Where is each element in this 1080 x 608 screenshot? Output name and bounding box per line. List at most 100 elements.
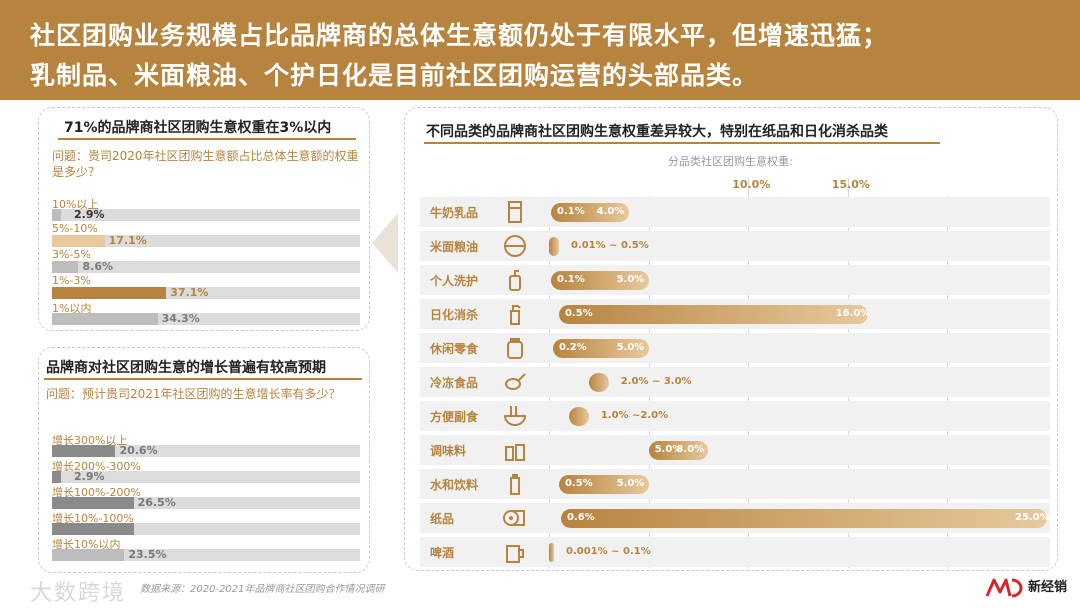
- bar-value-label: 23.5%: [128, 548, 167, 561]
- bar-category-label: 增长200%-300%: [52, 460, 141, 473]
- range-high-label: 25.0%: [1015, 512, 1050, 523]
- frozen-chicken-icon: [505, 373, 526, 390]
- category-panel-title: 不同品类的品牌商社区团购生意权重差异较大，特别在纸品和日化消杀品类: [420, 121, 894, 141]
- bar-fill: [52, 261, 79, 273]
- range-text-label: 0.01% ~ 0.5%: [570, 240, 649, 251]
- category-label: 方便副食: [430, 410, 479, 424]
- bar-category-label: 5%-10%: [52, 222, 98, 235]
- category-label: 纸品: [430, 512, 455, 526]
- growth-title-underline: [44, 378, 362, 380]
- bar-fill: [52, 523, 134, 535]
- category-row: [420, 537, 1050, 567]
- bar-row: 增长300%以上 20.6%: [52, 432, 360, 458]
- range-low-label: 0.2%: [558, 342, 587, 353]
- category-label: 啤酒: [430, 546, 455, 560]
- snack-jar-icon: [507, 338, 523, 359]
- range-low-label: 0.5%: [564, 478, 593, 489]
- bar-row: 3%-5% 8.6%: [52, 248, 360, 274]
- bar-track: [52, 261, 360, 273]
- connector-arrow: [372, 213, 398, 273]
- bar-row: 增长10%-100%: [52, 510, 360, 536]
- range-bar: [549, 543, 555, 562]
- range-bar: [552, 339, 649, 358]
- range-bar: [560, 509, 1047, 528]
- category-label: 冷冻食品: [430, 376, 479, 390]
- bar-track: [52, 549, 360, 561]
- bar-fill: [52, 209, 61, 221]
- category-axis-title: 分品类社区团购生意权重:: [668, 155, 793, 168]
- range-bar: [549, 237, 559, 256]
- bar-fill: [52, 471, 61, 483]
- axis-tick-label: 15.0%: [831, 178, 870, 191]
- bar-category-label: 1%以内: [52, 302, 92, 315]
- brand-logo-icon: [985, 578, 1023, 598]
- bar-category-label: 10%以上: [52, 198, 99, 211]
- bar-value-label: 8.6%: [82, 260, 113, 273]
- bar-value-label: 34.3%: [161, 312, 200, 325]
- range-low-label: 0.6%: [566, 512, 595, 523]
- category-title-underline: [424, 142, 940, 144]
- growth-panel: [38, 347, 370, 573]
- range-high-label: 5.0%: [616, 342, 645, 353]
- range-high-label: 8.0%: [676, 444, 705, 455]
- bar-fill: [52, 287, 167, 299]
- range-low-label: 0.1%: [556, 274, 585, 285]
- category-label: 牛奶乳品: [430, 206, 479, 220]
- bar-track: [52, 209, 360, 221]
- category-label: 日化消杀: [430, 308, 479, 322]
- watermark: 大数跨境: [30, 581, 127, 606]
- bar-value-label: 26.5%: [137, 496, 176, 509]
- range-low-label: 5.0%: [654, 444, 683, 455]
- category-label: 休闲零食: [430, 342, 479, 356]
- category-row: [420, 367, 1050, 397]
- range-bar: [648, 441, 709, 460]
- range-text-label: 0.001% ~ 0.1%: [566, 546, 651, 557]
- bar-row: 增长10%以内 23.5%: [52, 536, 360, 562]
- growth-panel-title: 品牌商对社区团购生意的增长普遍有较高预期: [40, 357, 332, 377]
- bar-value-label: 37.1%: [170, 286, 209, 299]
- category-row: [420, 333, 1050, 363]
- bar-value-label: 20.6%: [119, 444, 158, 457]
- bar-row: 增长200%-300% 2.9%: [52, 458, 360, 484]
- noodle-bowl-icon: [503, 406, 527, 426]
- range-bar: [558, 475, 649, 494]
- seasoning-bottles-icon: [505, 444, 525, 461]
- range-high-label: 5.0%: [616, 478, 645, 489]
- share-question: 问题：贵司2020年社区团购生意额占比总体生意额的权重是多少？: [52, 149, 359, 179]
- category-label: 米面粮油: [430, 240, 479, 254]
- bar-value-label: 2.9%: [74, 208, 105, 221]
- bar-fill: [52, 497, 134, 509]
- bar-fill: [52, 313, 158, 325]
- bar-track: [52, 471, 360, 483]
- source-note: 数据来源：2020-2021年品牌商社区团购合作情况调研: [140, 584, 385, 595]
- spray-bottle-icon: [510, 305, 521, 325]
- range-bar: [588, 373, 609, 392]
- brand-logo-text: 新经销: [1028, 580, 1068, 595]
- bar-row: 5%-10% 17.1%: [52, 222, 360, 248]
- range-bar: [550, 203, 629, 222]
- bar-value-label: 2.9%: [74, 470, 105, 483]
- bar-fill: [52, 445, 116, 457]
- rice-bowl-icon: [504, 235, 526, 257]
- share-panel-title: 71%的品牌商社区团购生意权重在3%以内: [58, 117, 338, 137]
- range-bar: [568, 407, 589, 426]
- share-title-underline: [58, 138, 356, 140]
- bar-row: 1%以内 34.3%: [52, 300, 360, 326]
- category-label: 调味料: [430, 444, 467, 458]
- header-banner: 社区团购业务规模占比品牌商的总体生意额仍处于有限水平，但增速迅猛； 乳制品、米面…: [0, 0, 1080, 100]
- range-low-label: 0.1%: [556, 206, 585, 217]
- range-low-label: 0.5%: [564, 308, 593, 319]
- beer-mug-icon: [506, 545, 524, 563]
- axis-tick-label: 10.0%: [732, 178, 771, 191]
- range-high-label: 4.0%: [596, 206, 625, 217]
- growth-question: 问题：预计贵司2021年社区团购的生意增长率有多少？: [46, 387, 341, 401]
- category-row: [420, 469, 1050, 499]
- bar-row: 增长100%-200% 26.5%: [52, 484, 360, 510]
- bar-category-label: 增长100%-200%: [52, 486, 141, 499]
- range-high-label: 16.0%: [835, 308, 871, 319]
- bar-category-label: 增长300%以上: [52, 434, 128, 447]
- range-text-label: 1.0% ~2.0%: [600, 410, 669, 421]
- pump-bottle-icon: [509, 270, 521, 291]
- category-label: 水和饮料: [430, 478, 479, 492]
- bar-fill: [52, 549, 125, 561]
